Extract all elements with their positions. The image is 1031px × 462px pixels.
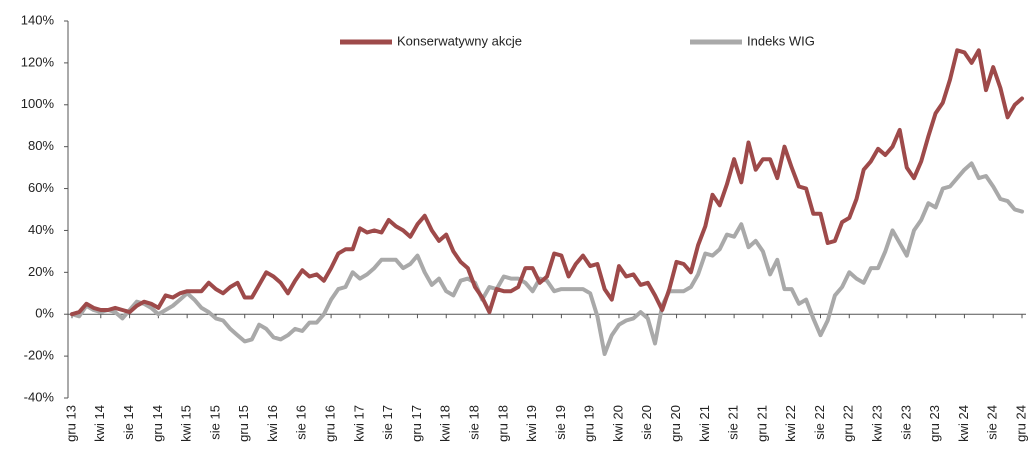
x-tick-label: sie 18 xyxy=(466,405,481,440)
x-tick-label: gru 14 xyxy=(150,405,165,442)
y-tick-label: 40% xyxy=(28,222,54,237)
x-tick-label: sie 15 xyxy=(207,405,222,440)
x-tick-label: kwi 23 xyxy=(869,405,884,442)
x-tick-label: gru 22 xyxy=(841,405,856,442)
x-tick-label: kwi 14 xyxy=(92,405,107,442)
y-tick-label: 140% xyxy=(21,12,55,27)
x-tick-label: kwi 16 xyxy=(265,405,280,442)
x-tick-label: gru 18 xyxy=(495,405,510,442)
x-tick-label: kwi 22 xyxy=(783,405,798,442)
y-tick-label: -20% xyxy=(24,348,55,363)
x-tick-label: sie 23 xyxy=(898,405,913,440)
x-tick-label: gru 15 xyxy=(236,405,251,442)
y-tick-label: -40% xyxy=(24,389,55,404)
x-tick-label: gru 21 xyxy=(754,405,769,442)
x-tick-label: kwi 15 xyxy=(179,405,194,442)
y-tick-label: 100% xyxy=(21,96,55,111)
x-tick-label: sie 19 xyxy=(553,405,568,440)
x-tick-label: gru 23 xyxy=(927,405,942,442)
y-tick-label: 0% xyxy=(35,306,54,321)
x-tick-label: sie 16 xyxy=(294,405,309,440)
x-tick-label: kwi 24 xyxy=(956,405,971,442)
y-tick-label: 60% xyxy=(28,180,54,195)
x-tick-label: kwi 17 xyxy=(351,405,366,442)
x-tick-label: gru 19 xyxy=(582,405,597,442)
x-tick-label: gru 13 xyxy=(63,405,78,442)
x-tick-label: kwi 20 xyxy=(610,405,625,442)
x-tick-label: kwi 21 xyxy=(697,405,712,442)
x-tick-label: sie 17 xyxy=(380,405,395,440)
y-tick-label: 120% xyxy=(21,54,55,69)
x-tick-label: kwi 18 xyxy=(438,405,453,442)
x-tick-label: sie 22 xyxy=(812,405,827,440)
legend-label: Konserwatywny akcje xyxy=(397,33,522,48)
x-tick-label: sie 24 xyxy=(985,405,1000,440)
y-tick-label: 20% xyxy=(28,264,54,279)
y-tick-label: 80% xyxy=(28,138,54,153)
series-line xyxy=(70,161,1024,356)
x-tick-label: sie 14 xyxy=(121,405,136,440)
x-tick-label: gru 16 xyxy=(323,405,338,442)
x-tick-label: gru 24 xyxy=(1013,405,1028,442)
legend-label: Indeks WIG xyxy=(747,33,815,48)
x-tick-label: gru 20 xyxy=(668,405,683,442)
x-tick-label: kwi 19 xyxy=(524,405,539,442)
x-tick-label: gru 17 xyxy=(409,405,424,442)
x-tick-label: sie 21 xyxy=(726,405,741,440)
series-line xyxy=(70,48,1024,317)
x-tick-label: sie 20 xyxy=(639,405,654,440)
